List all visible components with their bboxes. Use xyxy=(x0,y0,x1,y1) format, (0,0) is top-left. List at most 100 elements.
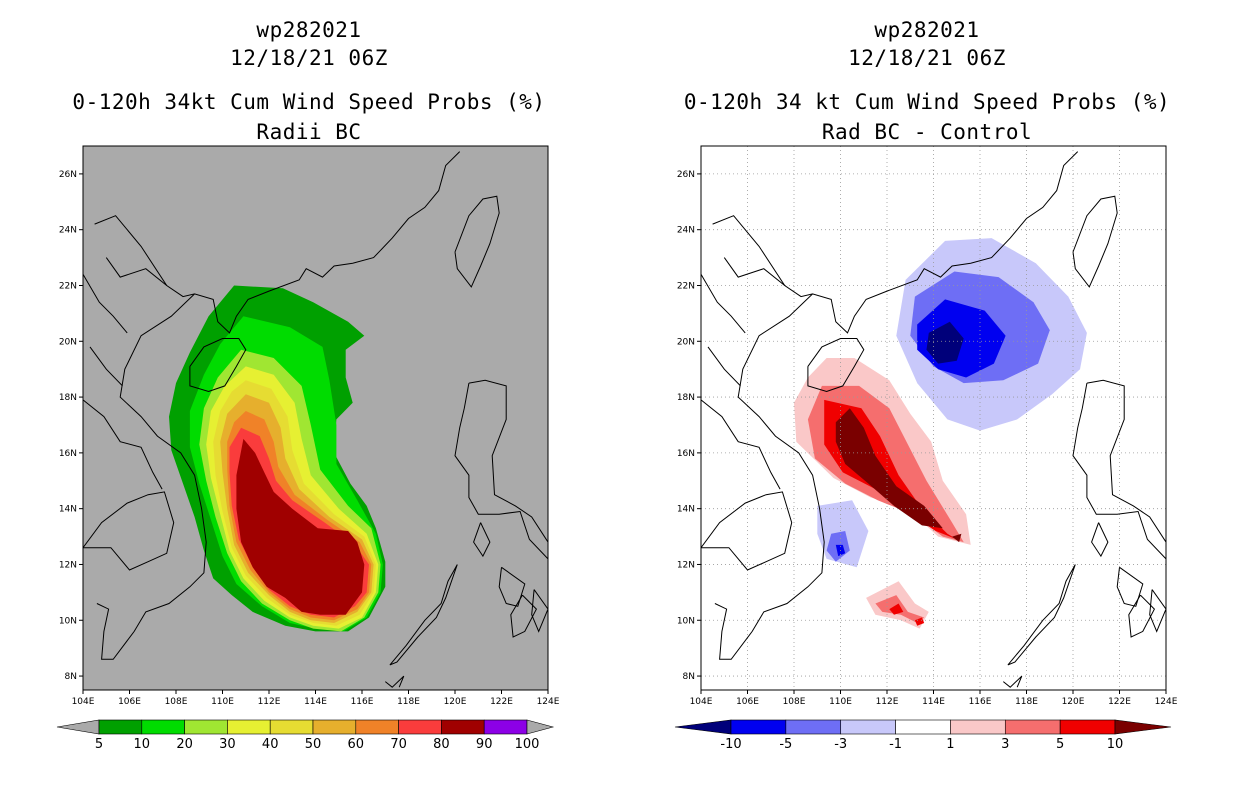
colorbar-segment xyxy=(269,719,314,735)
coastline xyxy=(723,257,786,286)
colorbar-segment xyxy=(398,719,442,735)
colorbar-label: 40 xyxy=(262,737,279,752)
coastline xyxy=(701,399,781,490)
coastline xyxy=(701,491,793,571)
colorbar-segment xyxy=(785,719,842,735)
colorbar-label: 80 xyxy=(433,737,450,752)
x-tick-label: 124E xyxy=(537,697,560,707)
difference-contour xyxy=(926,321,964,364)
colorbar-segment xyxy=(840,719,896,735)
x-tick-label: 124E xyxy=(1155,697,1178,707)
colorbar-over-arrow xyxy=(1114,719,1172,735)
y-tick-label: 22N xyxy=(59,281,77,291)
colorbar-under-arrow xyxy=(56,719,100,735)
y-tick-label: 14N xyxy=(59,505,77,515)
colorbar-label: 30 xyxy=(219,737,236,752)
colorbar-label: 3 xyxy=(1001,737,1009,752)
y-tick-label: 24N xyxy=(677,226,695,236)
coastline xyxy=(1072,379,1166,560)
colorbar-segment xyxy=(184,719,228,735)
y-tick-label: 26N xyxy=(59,170,77,180)
coastline xyxy=(1072,195,1118,288)
colorbar-segment xyxy=(355,719,399,735)
right-title-storm: wp282021 xyxy=(874,18,980,42)
coastline xyxy=(707,346,741,387)
coastline xyxy=(384,675,405,688)
coastline xyxy=(1128,594,1156,638)
colorbar-segment xyxy=(730,719,787,735)
coastline xyxy=(105,257,168,286)
colorbar-label: 70 xyxy=(390,737,407,752)
x-tick-label: 118E xyxy=(1015,697,1038,707)
x-tick-label: 104E xyxy=(690,697,713,707)
coastline xyxy=(807,338,865,393)
colorbar-segment xyxy=(483,719,528,735)
x-tick-label: 122E xyxy=(1108,697,1131,707)
map-layers xyxy=(169,285,386,632)
coastlines xyxy=(83,151,548,688)
y-tick-label: 18N xyxy=(59,393,77,403)
x-tick-label: 116E xyxy=(351,697,374,707)
right-title-product: 0-120h 34 kt Cum Wind Speed Probs (%) xyxy=(683,90,1171,114)
x-tick-label: 112E xyxy=(876,697,899,707)
colorbar-label: 10 xyxy=(1107,737,1124,752)
colorbar-label: 10 xyxy=(134,737,151,752)
x-tick-label: 108E xyxy=(165,697,188,707)
x-tick-label: 122E xyxy=(490,697,513,707)
colorbar-label: 5 xyxy=(1056,737,1064,752)
difference-contour xyxy=(835,408,943,529)
colorbar-label: 1 xyxy=(946,737,954,752)
coastline xyxy=(454,195,500,288)
colorbar-segment xyxy=(141,719,185,735)
colorbar-label: 20 xyxy=(176,737,193,752)
x-tick-label: 116E xyxy=(969,697,992,707)
y-tick-label: 12N xyxy=(677,560,695,570)
colorbar-label: 90 xyxy=(476,737,493,752)
colorbar-label: 100 xyxy=(515,737,540,752)
coastline xyxy=(96,293,207,660)
x-tick-label: 108E xyxy=(783,697,806,707)
left-panel: wp282021 12/18/21 06Z 0-120h 34kt Cum Wi… xyxy=(56,18,560,752)
colorbar-segment xyxy=(227,719,271,735)
coastline xyxy=(189,338,247,393)
coastline xyxy=(83,491,175,571)
map-layers xyxy=(794,238,1087,629)
coastline xyxy=(89,346,123,387)
y-tick-label: 20N xyxy=(677,337,695,347)
coastline xyxy=(712,151,1079,334)
left-title-subtitle: Radii BC xyxy=(256,120,362,144)
x-tick-label: 114E xyxy=(304,697,327,707)
colorbar-label: -1 xyxy=(889,737,902,752)
x-tick-label: 120E xyxy=(1062,697,1085,707)
y-tick-label: 16N xyxy=(59,449,77,459)
coastlines xyxy=(701,151,1166,688)
difference-contour xyxy=(952,533,962,543)
coastline xyxy=(473,522,491,558)
x-tick-label: 110E xyxy=(829,697,852,707)
x-tick-label: 104E xyxy=(72,697,95,707)
x-tick-label: 112E xyxy=(258,697,281,707)
difference-contour xyxy=(889,603,904,615)
colorbar-segment xyxy=(950,719,1006,735)
y-tick-label: 12N xyxy=(59,560,77,570)
x-tick-label: 110E xyxy=(211,697,234,707)
colorbar-label: -3 xyxy=(834,737,847,752)
colorbar-label: 5 xyxy=(95,737,103,752)
coastline xyxy=(1091,522,1109,558)
coastline xyxy=(1116,566,1144,607)
colorbar-label: 50 xyxy=(305,737,322,752)
colorbar-segment xyxy=(441,719,485,735)
y-tick-label: 18N xyxy=(677,393,695,403)
x-tick-label: 106E xyxy=(118,697,141,707)
coastline xyxy=(714,293,825,660)
colorbar-over-arrow xyxy=(526,719,555,735)
coastline xyxy=(531,589,548,633)
colorbar-segment xyxy=(1004,719,1061,735)
coastline xyxy=(94,151,461,334)
probability-contour-80 xyxy=(236,438,365,615)
colorbar-segment xyxy=(312,719,357,735)
coastline xyxy=(1007,564,1076,666)
colorbar-label: -10 xyxy=(720,737,741,752)
left-title-product: 0-120h 34kt Cum Wind Speed Probs (%) xyxy=(72,90,546,114)
coastline xyxy=(1002,675,1023,688)
